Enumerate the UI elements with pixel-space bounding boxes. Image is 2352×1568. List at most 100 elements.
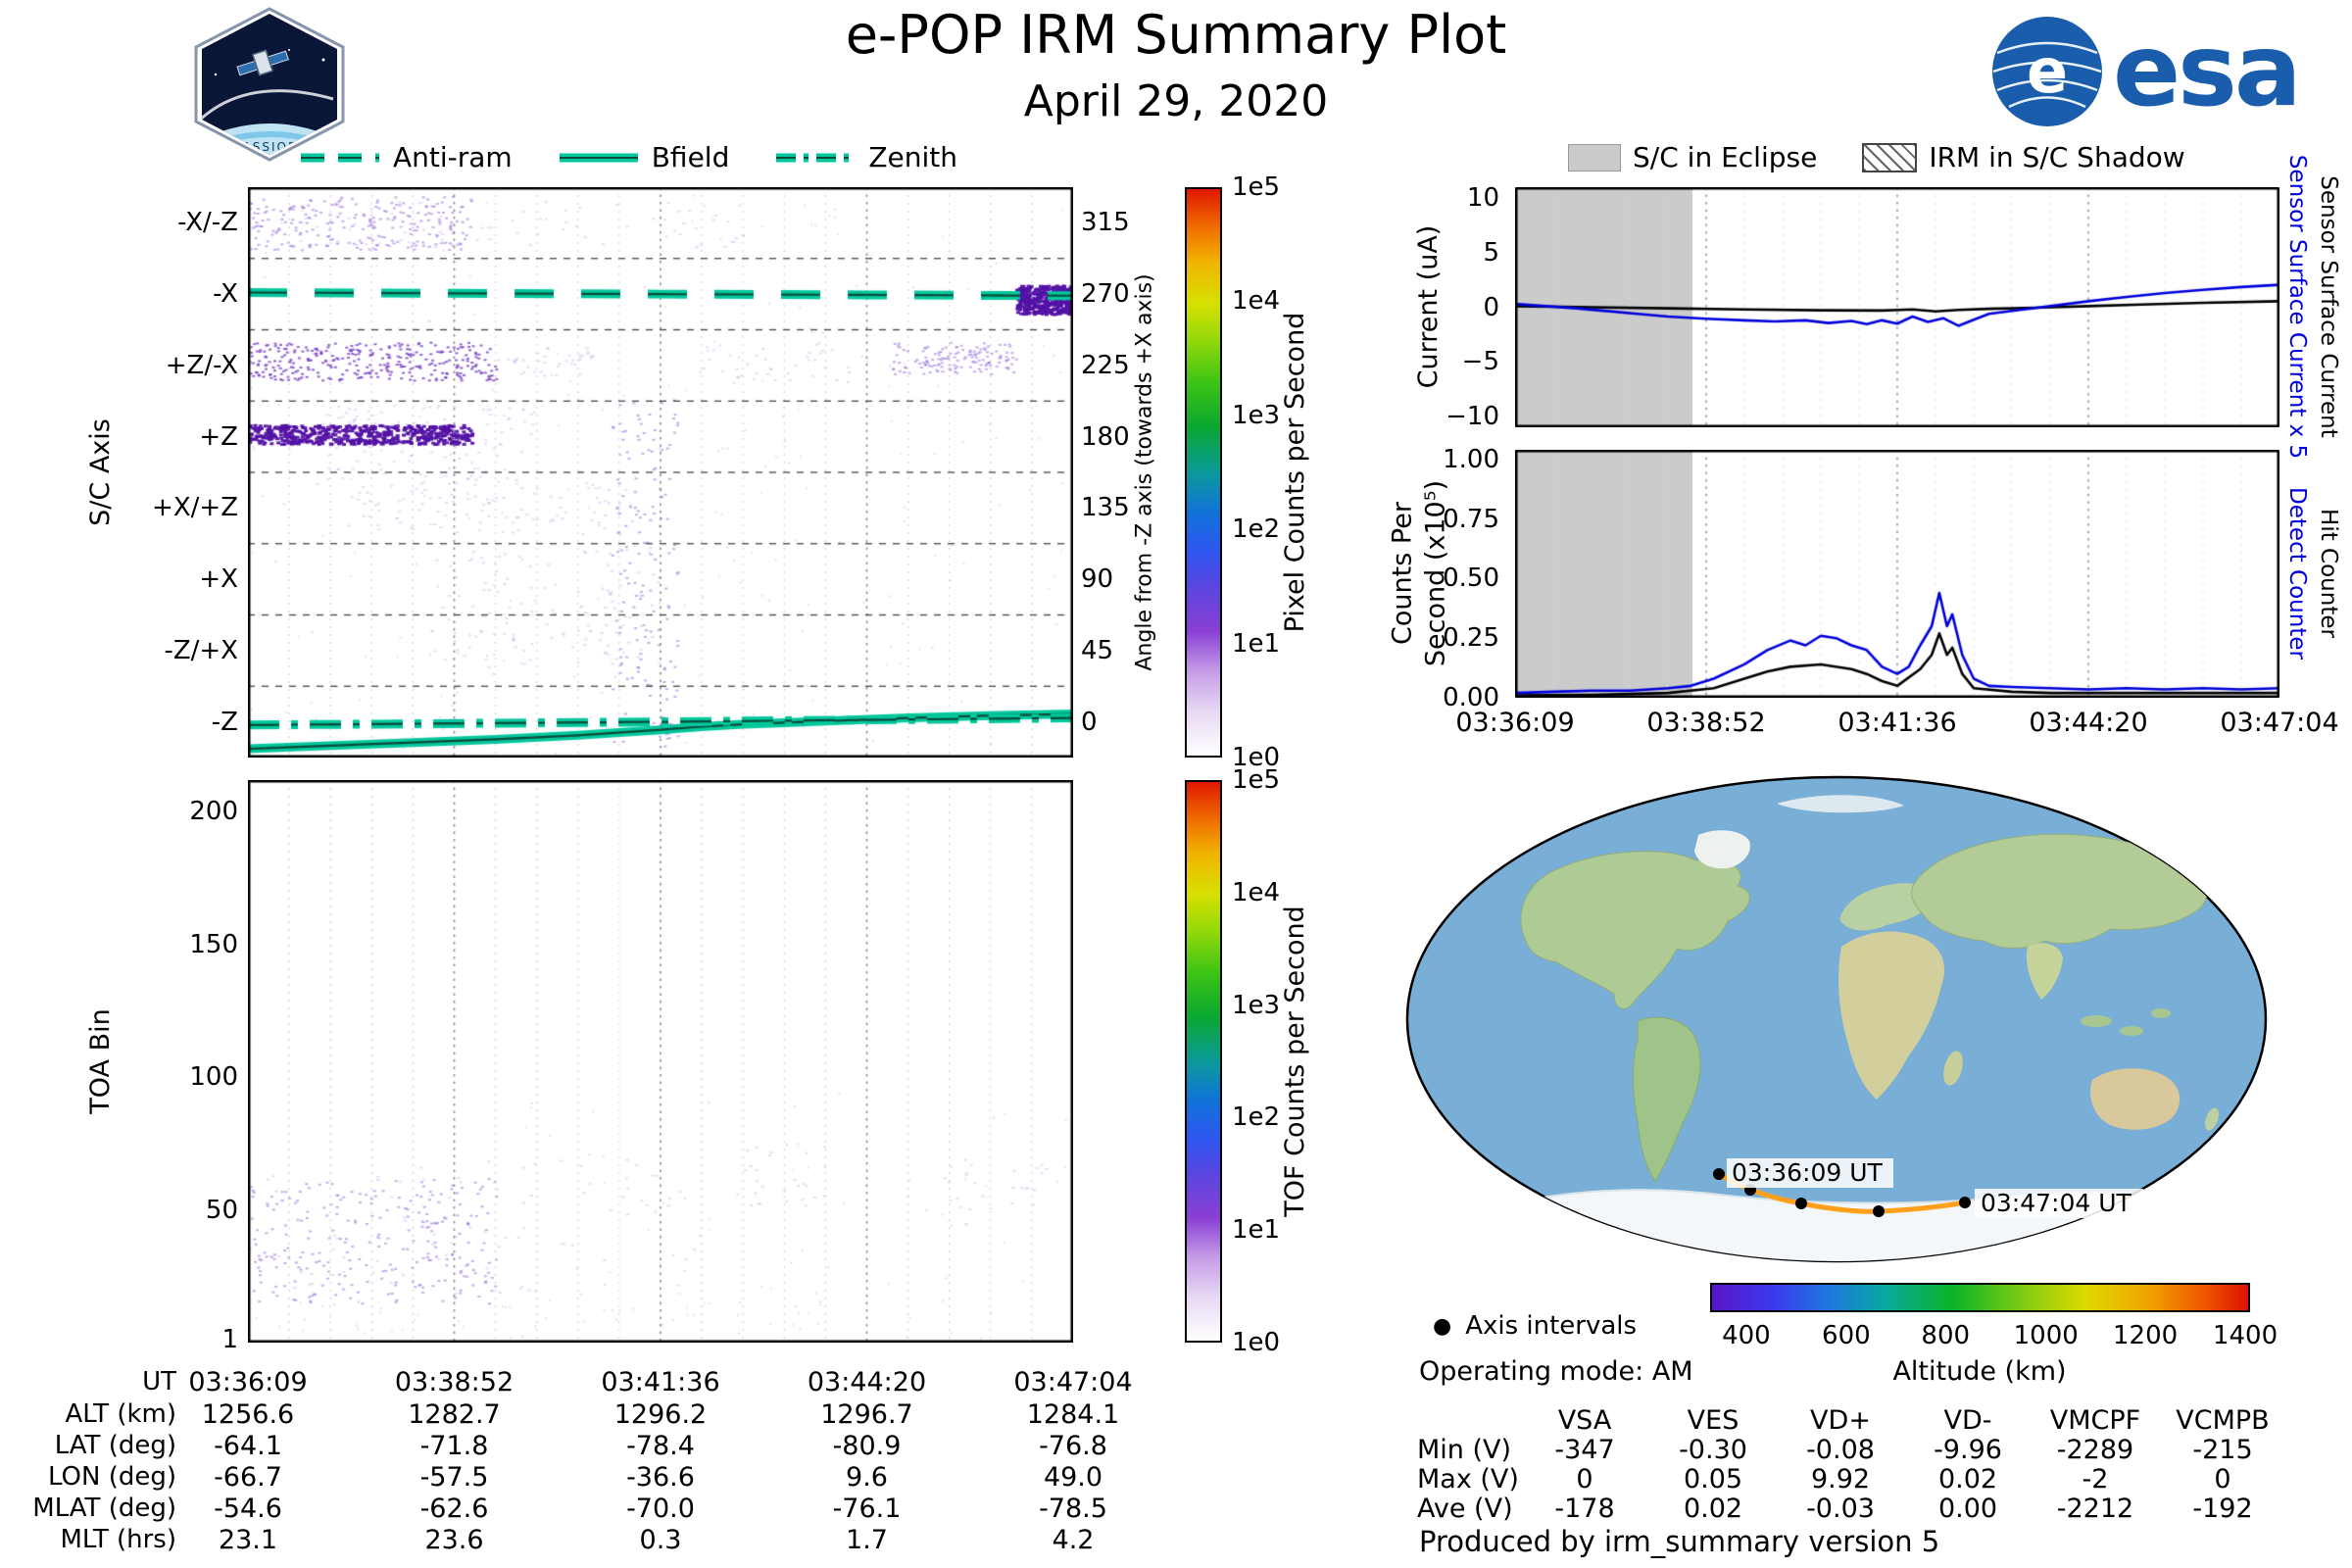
voltage-value: -178: [1554, 1494, 1615, 1524]
voltage-col-header: VD+: [1810, 1405, 1871, 1436]
start-label-bg: [1727, 1158, 1893, 1188]
ephemeris-value: -78.5: [1039, 1494, 1107, 1524]
toa-bin-ylabel: TOA Bin: [85, 1008, 117, 1114]
voltage-value: 0.00: [1937, 1494, 1998, 1524]
tof-colorbar-tick: 1e5: [1232, 765, 1281, 795]
toa-bin-ytick: 50: [205, 1195, 238, 1225]
ephemeris-value: 03:36:09: [188, 1367, 308, 1397]
pixel-colorbar-label: Pixel Counts per Second: [1280, 312, 1311, 633]
voltage-value: -2289: [2056, 1435, 2134, 1465]
current-right-label-black: Sensor Surface Current: [2316, 175, 2341, 438]
ephemeris-value: 03:44:20: [807, 1367, 927, 1397]
sc-axis-category-tick: -Z/+X: [164, 635, 238, 665]
ephemeris-value: 23.1: [218, 1525, 278, 1555]
voltage-value: 9.92: [1810, 1464, 1871, 1494]
tof-colorbar-tick: 1e2: [1232, 1102, 1281, 1133]
cassiope-mission-patch-logo: CASSIOPE: [194, 7, 345, 162]
island-3: [2151, 1008, 2171, 1018]
toa-bin-ytick: 150: [189, 929, 238, 959]
shadow-hatched-swatch: [1862, 142, 1918, 172]
pixel-colorbar-tick: 1e5: [1232, 172, 1281, 202]
pixel-colorbar-tick: 1e2: [1232, 514, 1281, 545]
angle-axis-tick: 0: [1081, 707, 1098, 737]
voltage-value: 0.05: [1683, 1464, 1743, 1494]
ephemeris-value: -76.8: [1039, 1431, 1107, 1461]
voltage-value: -347: [1554, 1435, 1615, 1465]
voltage-value: 0.02: [1683, 1494, 1743, 1524]
tof-colorbar-label: TOF Counts per Second: [1280, 906, 1311, 1217]
right-panel-xtick: 03:44:20: [2029, 708, 2148, 738]
ephemeris-value: 03:41:36: [601, 1367, 720, 1397]
sc-axis-category-tick: -X: [213, 279, 238, 310]
asia-landmass: [1911, 833, 2207, 949]
toa-bin-ytick: 1: [221, 1325, 238, 1355]
tof-colorbar-tick: 1e1: [1232, 1215, 1281, 1246]
ephemeris-value: -70.0: [626, 1494, 695, 1524]
current-right-label-blue: Sensor Surface Current x 5: [2284, 154, 2310, 460]
ephemeris-value: -80.9: [832, 1431, 902, 1461]
ephemeris-value: 1296.7: [820, 1399, 913, 1430]
sc-axis-category-tick: +X/+Z: [152, 493, 238, 523]
right-panel-xtick: 03:38:52: [1646, 708, 1766, 738]
greenland-landmass: [1694, 830, 1750, 869]
pixel-counts-colorbar: [1185, 187, 1222, 758]
voltage-value: -215: [2192, 1435, 2253, 1465]
voltage-value: -2: [2082, 1464, 2109, 1494]
voltage-value: -192: [2192, 1494, 2253, 1524]
anti-ram-dashed-line-swatch: [301, 153, 379, 162]
orbit-end-label: 03:47:04 UT: [1981, 1189, 2132, 1217]
legend-item-shadow: IRM in S/C Shadow: [1862, 141, 2185, 173]
ephemeris-value: 9.6: [846, 1462, 888, 1493]
angle-axis-tick: 225: [1081, 350, 1130, 380]
voltage-row-label: Min (V): [1417, 1435, 1512, 1465]
ephemeris-value: -76.1: [832, 1494, 902, 1524]
legend-item-anti-ram: Anti-ram: [299, 141, 513, 173]
counts-ytick: 0.75: [1443, 504, 1499, 534]
toa-bin-ytick: 100: [189, 1062, 238, 1093]
ephemeris-row-label: ALT (km): [65, 1399, 176, 1429]
axis-direction-legend: Anti-ram Bfield Zenith: [299, 141, 1003, 173]
voltage-value: 0: [2214, 1464, 2231, 1494]
current-ytick: −10: [1446, 401, 1499, 431]
right-panel-xtick: 03:36:09: [1455, 708, 1575, 738]
ephemeris-value: -54.6: [214, 1494, 282, 1524]
legend-item-bfield: Bfield: [558, 141, 729, 173]
angle-axis-tick: 90: [1081, 564, 1114, 595]
svg-text:e: e: [2027, 35, 2068, 107]
end-label-bg: [1975, 1189, 2143, 1218]
ephemeris-value: -64.1: [214, 1431, 282, 1461]
ephemeris-value: 23.6: [424, 1525, 484, 1555]
satellite-icon: [236, 49, 289, 76]
new-zealand-landmass: [2205, 1107, 2219, 1131]
produced-by-text: Produced by irm_summary version 5: [1419, 1525, 1940, 1558]
ephemeris-row-label: LON (deg): [47, 1462, 176, 1492]
toa-bin-ytick: 200: [189, 797, 238, 827]
counts-ytick: 0.00: [1443, 683, 1499, 712]
bfield-solid-line-swatch: [559, 153, 638, 162]
voltage-value: 0.02: [1937, 1464, 1998, 1494]
pixel-colorbar-tick: 1e1: [1232, 628, 1281, 659]
pixel-colorbar-tick: 1e0: [1232, 743, 1281, 772]
india-landmass: [2026, 943, 2063, 1000]
voltage-value: -2212: [2056, 1494, 2134, 1524]
altitude-tick: 600: [1822, 1321, 1871, 1350]
africa-landmass: [1838, 931, 1945, 1100]
counts-ytick: 0.25: [1443, 623, 1499, 654]
angle-axis-tick: 180: [1081, 421, 1130, 452]
voltage-col-header: VMCPF: [2049, 1405, 2141, 1436]
legend-label-anti-ram: Anti-ram: [393, 141, 513, 173]
counts-right-label-blue: Detect Counter: [2284, 487, 2310, 660]
voltage-col-header: VSA: [1557, 1405, 1612, 1436]
counts-right-label-black: Hit Counter: [2316, 509, 2341, 638]
esa-logo-text: esa: [2113, 13, 2302, 129]
voltage-col-header: VCMPB: [2176, 1405, 2270, 1436]
angle-axis-label: Angle from -Z axis (towards +X axis): [1132, 273, 1157, 671]
ephemeris-value: 1282.7: [408, 1399, 501, 1430]
operating-mode-label: Operating mode: AM: [1419, 1356, 1693, 1387]
sc-axis-category-tick: +Z: [199, 421, 238, 452]
sc-axis-spectrogram-plot: [248, 187, 1073, 758]
ephemeris-value: 1296.2: [613, 1399, 708, 1430]
south-america-landmass: [1633, 1016, 1701, 1183]
counters-plot: [1515, 450, 2279, 698]
